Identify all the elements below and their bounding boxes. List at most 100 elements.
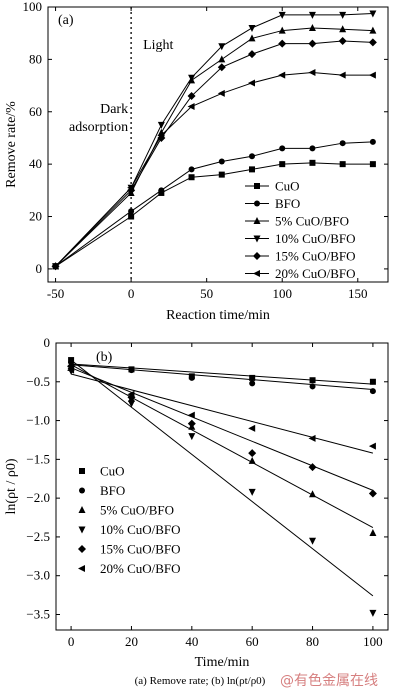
- panel-b-data-point: [249, 374, 256, 381]
- panel-b-legend-marker: [78, 506, 86, 513]
- panel-a-data-point: [218, 158, 225, 165]
- panel-a-y-tick-label: 20: [29, 209, 42, 224]
- dark-annotation-line1: Dark: [100, 102, 128, 117]
- panel-a-data-point: [218, 171, 225, 178]
- panel-b-data-point: [127, 390, 135, 398]
- panel-b-data-point: [308, 463, 317, 472]
- panel-a-data-point: [308, 68, 316, 76]
- panel-b-data-point: [369, 388, 376, 395]
- panel-b-legend-label: 15% CuO/BFO: [100, 542, 181, 557]
- panel-a-data-point: [278, 71, 286, 79]
- panel-a-series-line: [55, 13, 373, 267]
- figure-caption: (a) Remove rate; (b) ln(ρt/ρ0): [134, 675, 266, 687]
- panel-b-data-point: [248, 424, 256, 432]
- panel-a-data-point: [278, 11, 286, 19]
- panel-b-x-tick-label: 60: [246, 634, 259, 649]
- panel-b-fit-line: [70, 373, 374, 454]
- panel-b-data-point: [127, 400, 135, 408]
- panel-a-x-tick-label: 150: [348, 286, 368, 301]
- panel-a-data-point: [368, 38, 377, 47]
- panel-b-x-tick-label: 40: [185, 634, 198, 649]
- panel-a-data-point: [127, 184, 135, 192]
- panel-a-legend-label: BFO: [275, 196, 300, 211]
- light-annotation: Light: [143, 38, 173, 53]
- panel-a-data-point: [188, 174, 195, 181]
- panel-a-data-point: [217, 89, 225, 97]
- panel-a-series-line: [55, 40, 373, 267]
- panel-b-data-point: [309, 490, 317, 498]
- panel-a-data-point: [128, 213, 135, 220]
- panel-a-legend-marker: [253, 270, 260, 277]
- panel-b-data-point: [248, 488, 256, 496]
- panel-b-data-point: [67, 366, 75, 374]
- panel-a-x-tick-label: -50: [47, 286, 64, 301]
- panel-a-label: (a): [58, 13, 74, 28]
- panel-b-legend-marker: [78, 545, 86, 553]
- panel-b-data-point: [187, 411, 195, 419]
- panel-a-data-point: [187, 103, 195, 111]
- panel-b-fit-line: [71, 364, 373, 391]
- panel-a-data-point: [278, 39, 287, 48]
- panel-a-data-point: [248, 50, 256, 59]
- panel-a-x-axis-label: Reaction time/min: [166, 308, 270, 323]
- panel-b-legend-marker: [79, 487, 85, 494]
- panel-a-y-axis-label: Remove rate/%: [4, 101, 19, 188]
- panel-a-data-point: [308, 39, 317, 48]
- panel-b-fit-line: [70, 364, 374, 529]
- panel-b-y-tick-label: −2.0: [26, 490, 50, 505]
- panel-a-legend-label: 10% CuO/BFO: [275, 231, 356, 246]
- panel-b-legend-marker: [79, 468, 85, 474]
- panel-a-data-point: [309, 145, 316, 152]
- panel-a-data-point: [339, 25, 347, 33]
- panel-b-data-point: [309, 377, 316, 384]
- panel-a-data-point: [248, 34, 256, 42]
- panel-a-legend-label: 20% CuO/BFO: [275, 266, 356, 281]
- panel-a-legend-marker: [254, 183, 260, 189]
- panel-b-data-point: [369, 529, 377, 537]
- panel-b-fit-line: [70, 367, 374, 491]
- panel-a-x-tick-label: 0: [128, 286, 135, 301]
- panel-a-series-line: [55, 141, 373, 267]
- panel-a-data-point: [249, 153, 255, 160]
- panel-a-data-point: [308, 23, 316, 31]
- panel-a-data-point: [157, 121, 165, 129]
- panel-b-frame: [55, 342, 389, 631]
- panel-a-data-point: [248, 24, 256, 32]
- panel-a-data-point: [369, 138, 376, 145]
- panel-a-y-tick-label: 0: [36, 261, 43, 276]
- panel-a-data-point: [338, 71, 346, 79]
- panel-b-legend-label: 5% CuO/BFO: [100, 503, 174, 518]
- panel-b-legend-label: 10% CuO/BFO: [100, 522, 181, 537]
- panel-b-label: (b): [96, 350, 113, 365]
- panel-a-legend-label: CuO: [275, 179, 300, 194]
- panel-a-x-tick-label: 50: [200, 286, 213, 301]
- panel-a-frame: [47, 6, 389, 283]
- panel-b-y-axis-label: ln(ρt / ρ0): [4, 458, 19, 514]
- panel-a-data-point: [51, 262, 59, 270]
- panel-a-legend-marker: [253, 217, 261, 224]
- panel-b-y-tick-label: −3.5: [26, 606, 50, 621]
- panel-b-legend-label: 20% CuO/BFO: [100, 561, 181, 576]
- panel-a-data-point: [128, 208, 135, 215]
- dark-annotation-line2: adsorption: [69, 120, 128, 135]
- panel-b-data-point: [249, 380, 256, 387]
- panel-a-y-tick-label: 80: [29, 51, 42, 66]
- panel-a-legend-marker: [253, 252, 261, 260]
- panel-b-y-tick-label: −2.5: [26, 529, 50, 544]
- panel-a-series-line: [55, 71, 373, 267]
- panel-a-legend-marker: [253, 235, 261, 243]
- panel-a-data-point: [279, 161, 286, 168]
- panel-b-data-point: [308, 434, 316, 442]
- panel-a-legend-label: 15% CuO/BFO: [275, 249, 356, 264]
- panel-b-y-tick-label: −1.5: [26, 451, 50, 466]
- panel-b-data-point: [369, 378, 376, 385]
- panel-a-data-point: [369, 26, 377, 34]
- panel-a-data-point: [187, 92, 196, 101]
- panel-a-series-line: [55, 162, 373, 267]
- panel-b-data-point: [248, 449, 257, 458]
- panel-a-data-point: [188, 74, 196, 82]
- panel-b-fit-line: [70, 359, 374, 597]
- watermark: @有色金属在线: [280, 673, 378, 689]
- panel-a-data-point: [158, 187, 165, 194]
